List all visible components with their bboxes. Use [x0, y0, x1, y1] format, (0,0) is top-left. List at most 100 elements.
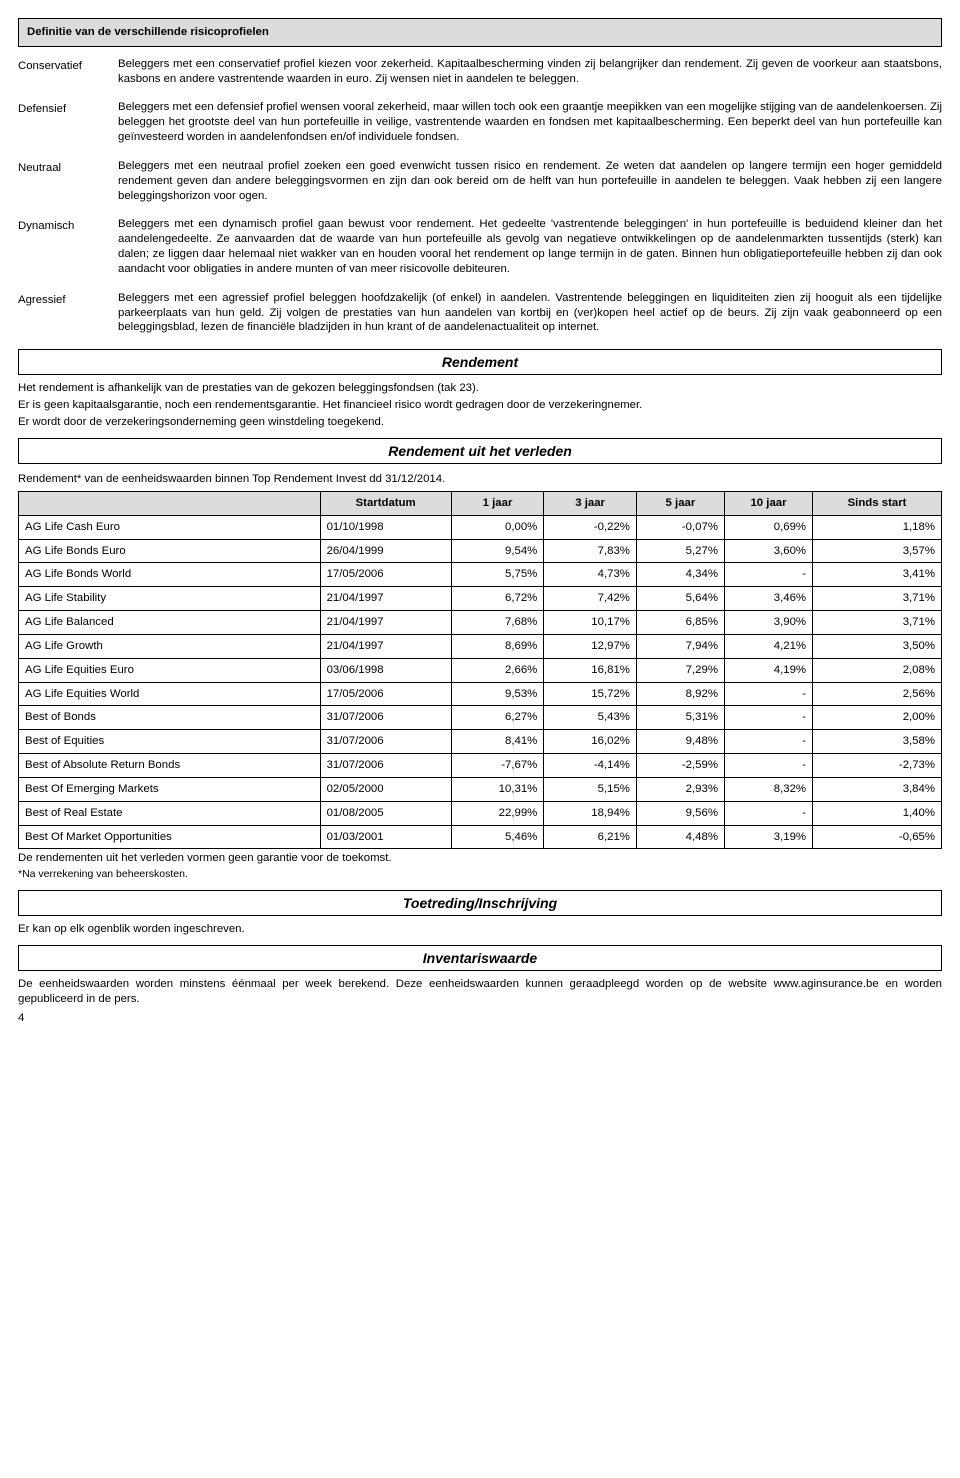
table-cell: 7,83%	[544, 539, 637, 563]
table-cell: 6,72%	[451, 587, 544, 611]
table-cell: 4,19%	[724, 658, 812, 682]
table-cell: 5,46%	[451, 825, 544, 849]
past-note-2: *Na verrekening van beheerskosten.	[18, 868, 942, 882]
table-cell: 3,60%	[724, 539, 812, 563]
section-header-definitie: Definitie van de verschillende risicopro…	[18, 18, 942, 47]
rendement-text-2: Er is geen kapitaalsgarantie, noch een r…	[18, 398, 942, 413]
table-cell: 5,75%	[451, 563, 544, 587]
table-cell: 2,08%	[813, 658, 942, 682]
table-cell: 0,69%	[724, 515, 812, 539]
table-cell: AG Life Equities World	[19, 682, 321, 706]
returns-table: Startdatum1 jaar3 jaar5 jaar10 jaarSinds…	[18, 491, 942, 849]
table-row: AG Life Balanced21/04/19977,68%10,17%6,8…	[19, 611, 942, 635]
table-cell: -7,67%	[451, 754, 544, 778]
table-cell: 1,18%	[813, 515, 942, 539]
table-cell: AG Life Bonds Euro	[19, 539, 321, 563]
table-cell: 02/05/2000	[320, 777, 451, 801]
profile-desc: Beleggers met een dynamisch profiel gaan…	[118, 217, 942, 276]
section-header-rendement: Rendement	[18, 349, 942, 375]
past-note-1: De rendementen uit het verleden vormen g…	[18, 851, 942, 866]
table-cell: 16,81%	[544, 658, 637, 682]
table-cell: -2,73%	[813, 754, 942, 778]
table-cell: 3,19%	[724, 825, 812, 849]
profile-label: Neutraal	[18, 159, 118, 203]
table-cell: 7,68%	[451, 611, 544, 635]
table-cell: -4,14%	[544, 754, 637, 778]
table-cell: 16,02%	[544, 730, 637, 754]
table-cell: 31/07/2006	[320, 730, 451, 754]
table-row: AG Life Equities Euro03/06/19982,66%16,8…	[19, 658, 942, 682]
table-cell: 7,42%	[544, 587, 637, 611]
section-header-past: Rendement uit het verleden	[18, 438, 942, 464]
table-row: AG Life Bonds Euro26/04/19999,54%7,83%5,…	[19, 539, 942, 563]
table-cell: -	[724, 563, 812, 587]
table-row: AG Life Growth21/04/19978,69%12,97%7,94%…	[19, 634, 942, 658]
table-cell: 5,31%	[636, 706, 724, 730]
rendement-text-1: Het rendement is afhankelijk van de pres…	[18, 381, 942, 396]
table-cell: 31/07/2006	[320, 754, 451, 778]
table-cell: 7,29%	[636, 658, 724, 682]
table-cell: Best Of Emerging Markets	[19, 777, 321, 801]
table-row: Best Of Market Opportunities01/03/20015,…	[19, 825, 942, 849]
table-cell: 6,27%	[451, 706, 544, 730]
table-cell: 4,21%	[724, 634, 812, 658]
table-cell: 26/04/1999	[320, 539, 451, 563]
table-cell: 9,56%	[636, 801, 724, 825]
table-cell: -	[724, 801, 812, 825]
past-intro: Rendement* van de eenheidswaarden binnen…	[18, 472, 942, 487]
toetreding-text: Er kan op elk ogenblik worden ingeschrev…	[18, 922, 942, 937]
profile-desc: Beleggers met een conservatief profiel k…	[118, 57, 942, 87]
table-cell: 8,92%	[636, 682, 724, 706]
table-cell: -	[724, 754, 812, 778]
table-cell: 6,21%	[544, 825, 637, 849]
table-cell: 2,56%	[813, 682, 942, 706]
table-row: AG Life Cash Euro01/10/19980,00%-0,22%-0…	[19, 515, 942, 539]
profile-desc: Beleggers met een agressief profiel bele…	[118, 291, 942, 335]
table-cell: 10,31%	[451, 777, 544, 801]
table-cell: 3,57%	[813, 539, 942, 563]
table-cell: 01/10/1998	[320, 515, 451, 539]
profile-label: Agressief	[18, 291, 118, 335]
table-cell: 01/08/2005	[320, 801, 451, 825]
table-col-header: Startdatum	[320, 491, 451, 515]
table-row: AG Life Stability21/04/19976,72%7,42%5,6…	[19, 587, 942, 611]
inv-text: De eenheidswaarden worden minstens éénma…	[18, 977, 942, 1007]
table-cell: 9,48%	[636, 730, 724, 754]
table-cell: 3,46%	[724, 587, 812, 611]
table-cell: 8,69%	[451, 634, 544, 658]
table-cell: Best Of Market Opportunities	[19, 825, 321, 849]
table-cell: 8,32%	[724, 777, 812, 801]
table-cell: 3,90%	[724, 611, 812, 635]
table-cell: Best of Bonds	[19, 706, 321, 730]
section-header-inv: Inventariswaarde	[18, 945, 942, 971]
table-cell: 9,53%	[451, 682, 544, 706]
profile-desc: Beleggers met een neutraal profiel zoeke…	[118, 159, 942, 203]
profile-desc: Beleggers met een defensief profiel wens…	[118, 100, 942, 144]
table-col-header: 3 jaar	[544, 491, 637, 515]
table-cell: 3,71%	[813, 611, 942, 635]
table-cell: 4,48%	[636, 825, 724, 849]
profile-label: Defensief	[18, 100, 118, 144]
profile-label: Dynamisch	[18, 217, 118, 276]
table-cell: 5,43%	[544, 706, 637, 730]
table-cell: 5,64%	[636, 587, 724, 611]
table-cell: Best of Equities	[19, 730, 321, 754]
table-cell: Best of Real Estate	[19, 801, 321, 825]
table-cell: 0,00%	[451, 515, 544, 539]
table-cell: -0,07%	[636, 515, 724, 539]
table-cell: 3,50%	[813, 634, 942, 658]
table-cell: 31/07/2006	[320, 706, 451, 730]
table-row: AG Life Bonds World17/05/20065,75%4,73%4…	[19, 563, 942, 587]
table-col-header: 1 jaar	[451, 491, 544, 515]
table-cell: AG Life Bonds World	[19, 563, 321, 587]
table-cell: 12,97%	[544, 634, 637, 658]
table-header-row: Startdatum1 jaar3 jaar5 jaar10 jaarSinds…	[19, 491, 942, 515]
table-cell: 17/05/2006	[320, 682, 451, 706]
table-cell: -	[724, 730, 812, 754]
table-cell: 21/04/1997	[320, 587, 451, 611]
table-cell: AG Life Stability	[19, 587, 321, 611]
table-cell: 5,15%	[544, 777, 637, 801]
table-col-header: 10 jaar	[724, 491, 812, 515]
table-cell: AG Life Cash Euro	[19, 515, 321, 539]
table-row: Best of Bonds31/07/20066,27%5,43%5,31%-2…	[19, 706, 942, 730]
